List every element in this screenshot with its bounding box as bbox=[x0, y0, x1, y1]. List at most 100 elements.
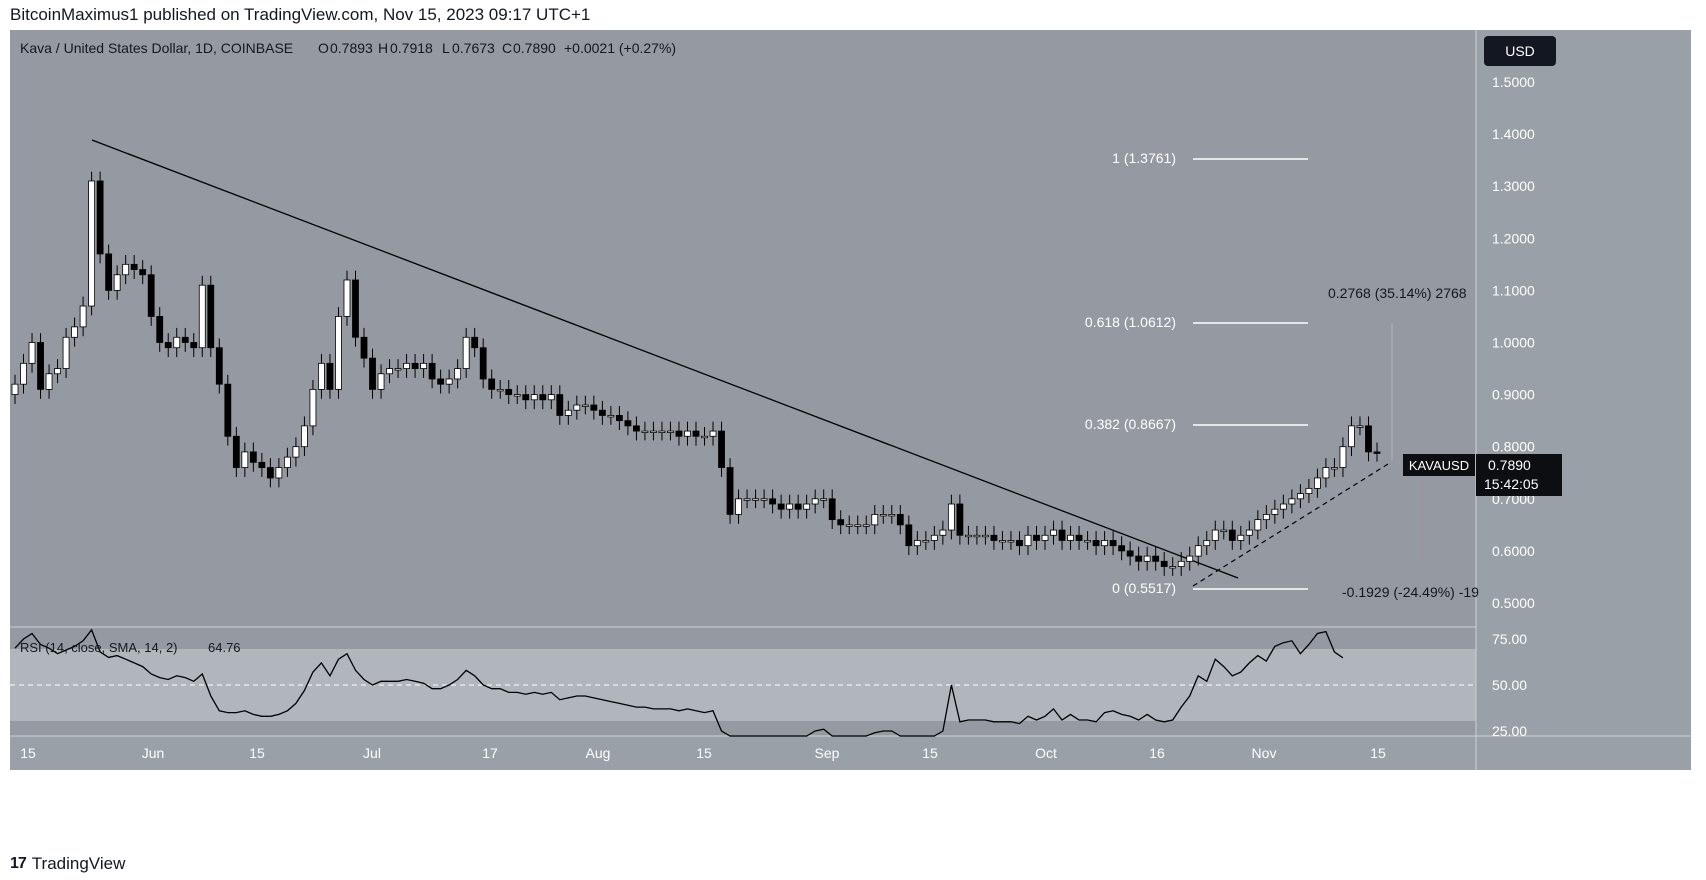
price-panel-bg bbox=[10, 30, 1476, 627]
candle-body bbox=[624, 420, 632, 427]
candle-body bbox=[513, 394, 521, 397]
candle-body bbox=[1262, 514, 1270, 521]
candle-body bbox=[650, 430, 657, 433]
candle-body bbox=[1237, 534, 1245, 541]
time-tick-label: 16 bbox=[1149, 745, 1165, 761]
candle-body bbox=[837, 519, 845, 526]
candle-body bbox=[130, 263, 138, 270]
ascending-support-line[interactable] bbox=[1192, 463, 1389, 587]
candle-body bbox=[224, 383, 232, 437]
candle-body bbox=[769, 498, 777, 505]
candle-body bbox=[556, 394, 564, 416]
candle-body bbox=[394, 368, 402, 371]
last-price-badge[interactable] bbox=[1476, 454, 1562, 496]
candle-body bbox=[37, 342, 44, 390]
candle-body bbox=[973, 534, 981, 538]
candle-body bbox=[530, 394, 538, 401]
candle-body bbox=[454, 368, 462, 380]
fib-label-0382: 0.382 (0.8667) bbox=[1085, 416, 1176, 432]
candle-body bbox=[428, 362, 436, 380]
candle-body bbox=[845, 524, 853, 527]
rsi-tick-label: 25.00 bbox=[1492, 723, 1527, 739]
candle-body bbox=[45, 373, 53, 390]
candle-body bbox=[1373, 451, 1381, 454]
price-chart-svg[interactable]: 1 (1.3761) 0.618 (1.0612) 0.382 (0.8667)… bbox=[10, 30, 1691, 840]
candle-body bbox=[437, 378, 445, 385]
candle-body bbox=[735, 498, 742, 515]
candle-body bbox=[1228, 529, 1236, 541]
candle-body bbox=[573, 404, 581, 411]
measure-label-upper: 0.2768 (35.14%) 2768 bbox=[1328, 285, 1467, 301]
ticker-badge-label: KAVAUSD bbox=[1409, 458, 1469, 473]
candle-body bbox=[232, 435, 240, 468]
price-axis-bg[interactable] bbox=[1476, 30, 1691, 736]
chart-frame[interactable]: 1 (1.3761) 0.618 (1.0612) 0.382 (0.8667)… bbox=[10, 30, 1691, 840]
candle-body bbox=[71, 326, 78, 338]
measure-label-lower: -0.1929 (-24.49%) -19 bbox=[1342, 584, 1479, 600]
candle-body bbox=[1050, 529, 1057, 536]
candle-body bbox=[1194, 545, 1202, 557]
candle-body bbox=[547, 394, 555, 401]
candle-body bbox=[879, 514, 887, 517]
candle-body bbox=[156, 316, 164, 343]
legend-l-label: L bbox=[442, 40, 450, 56]
legend-o-value: 0.7893 bbox=[330, 40, 373, 56]
legend-h-label: H bbox=[378, 40, 388, 56]
candle-body bbox=[309, 388, 317, 427]
tradingview-footer[interactable]: 17 TradingView bbox=[10, 854, 125, 874]
candle-body bbox=[1152, 555, 1160, 562]
price-tick-label: 0.8000 bbox=[1492, 439, 1535, 455]
tradingview-brand: TradingView bbox=[31, 854, 126, 873]
candle-body bbox=[522, 394, 530, 401]
candle-body bbox=[922, 540, 930, 543]
candle-body bbox=[1339, 446, 1347, 468]
candle-body bbox=[752, 498, 759, 501]
descending-trendline[interactable] bbox=[91, 139, 1239, 579]
candle-body bbox=[709, 430, 717, 437]
candle-body bbox=[1109, 540, 1117, 547]
candle-body bbox=[913, 540, 921, 547]
candle-body bbox=[403, 362, 410, 369]
candle-body bbox=[743, 498, 751, 501]
candle-body bbox=[1365, 425, 1372, 453]
candle-body bbox=[999, 540, 1006, 543]
candle-body bbox=[164, 342, 172, 349]
ticker-badge[interactable] bbox=[1403, 454, 1475, 476]
candle-body bbox=[28, 342, 36, 364]
price-tick-label: 1.1000 bbox=[1492, 282, 1535, 298]
candle-body bbox=[462, 336, 470, 369]
candle-body bbox=[896, 514, 904, 526]
candle-body bbox=[1016, 540, 1023, 547]
candle-body bbox=[360, 336, 368, 359]
candle-body bbox=[283, 456, 291, 468]
candle-body bbox=[581, 404, 589, 407]
candle-body bbox=[1296, 493, 1304, 500]
usd-button[interactable] bbox=[1484, 36, 1556, 66]
fib-label-0: 0 (0.5517) bbox=[1112, 580, 1176, 596]
candle-body bbox=[965, 534, 972, 538]
candle-body bbox=[471, 336, 479, 349]
candle-body bbox=[62, 336, 70, 369]
candle-body bbox=[947, 503, 955, 531]
candle-body bbox=[786, 503, 794, 510]
time-tick-label: Sep bbox=[815, 745, 840, 761]
candle-body bbox=[1092, 540, 1100, 547]
usd-button-label: USD bbox=[1505, 43, 1535, 59]
rsi-tick-label: 50.00 bbox=[1492, 677, 1527, 693]
candle-body bbox=[811, 498, 819, 505]
time-tick-label: 15 bbox=[20, 745, 36, 761]
candle-body bbox=[343, 279, 351, 317]
candle-body bbox=[1101, 540, 1108, 547]
candle-body bbox=[1024, 534, 1032, 547]
candle-body bbox=[633, 425, 640, 432]
price-tick-label: 1.3000 bbox=[1492, 178, 1535, 194]
time-tick-label: 15 bbox=[696, 745, 712, 761]
candle-body bbox=[905, 524, 913, 547]
time-tick-label: Oct bbox=[1035, 745, 1057, 761]
candle-body bbox=[794, 503, 802, 510]
candle-body bbox=[692, 430, 700, 437]
candle-body bbox=[479, 347, 487, 380]
candle-body bbox=[726, 467, 734, 515]
tradingview-logo-icon: 17 bbox=[10, 855, 27, 872]
time-axis-bg[interactable] bbox=[10, 736, 1476, 770]
